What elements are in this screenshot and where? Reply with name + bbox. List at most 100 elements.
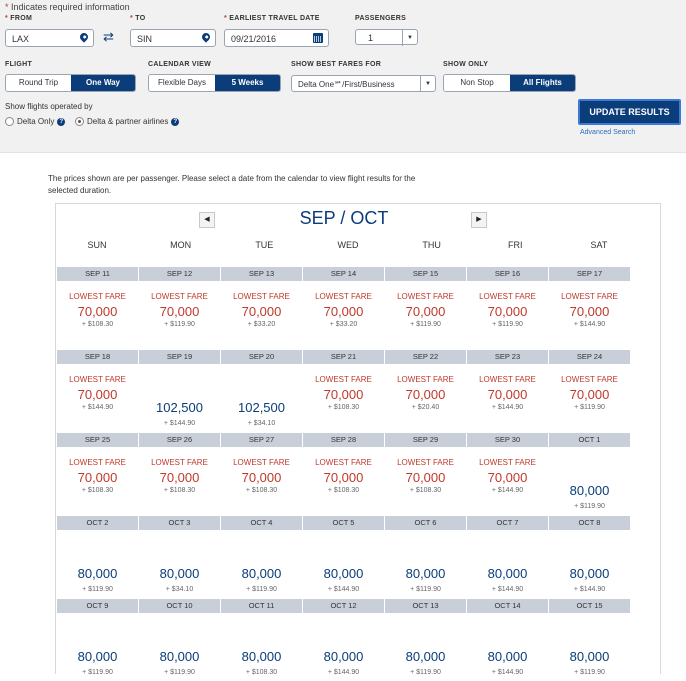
fare-taxes: + $144.90 bbox=[491, 487, 524, 494]
date-label: * EARLIEST TRAVEL DATE bbox=[224, 15, 320, 22]
fare-points: 70,000 bbox=[323, 387, 364, 402]
calendar-day-cell[interactable]: SEP 26 LOWEST FARE 70,000 + $108.30 bbox=[139, 433, 220, 515]
day-fare: LOWEST FARE 70,000 + $108.30 bbox=[57, 281, 138, 349]
fare-taxes: + $20.40 bbox=[411, 404, 440, 411]
calendar-day-cell[interactable]: SEP 15 LOWEST FARE 70,000 + $119.90 bbox=[385, 267, 466, 349]
next-month-button[interactable]: ▶ bbox=[471, 212, 487, 228]
one-way-option[interactable]: One Way bbox=[71, 75, 135, 91]
dow-wed: WED bbox=[337, 240, 359, 250]
day-date: SEP 22 bbox=[385, 350, 466, 364]
best-fares-label: SHOW BEST FARES FOR bbox=[291, 61, 382, 68]
advanced-search-link[interactable]: Advanced Search bbox=[580, 129, 636, 136]
search-panel: * Indicates required information * FROM … bbox=[0, 0, 686, 153]
calendar-day-cell[interactable]: SEP 18 LOWEST FARE 70,000 + $144.90 bbox=[57, 350, 138, 432]
date-input[interactable]: 09/21/2016 bbox=[224, 29, 329, 47]
calendar-day-cell[interactable]: SEP 16 LOWEST FARE 70,000 + $119.90 bbox=[467, 267, 548, 349]
update-results-button[interactable]: UPDATE RESULTS bbox=[578, 99, 681, 125]
fare-taxes: + $144.90 bbox=[327, 586, 360, 593]
calendar-day-cell[interactable]: SEP 19 102,500 + $144.90 bbox=[139, 350, 220, 432]
fare-points: 70,000 bbox=[159, 470, 200, 485]
calendar-day-cell[interactable]: SEP 13 LOWEST FARE 70,000 + $33.20 bbox=[221, 267, 302, 349]
calendar-day-cell[interactable]: SEP 12 LOWEST FARE 70,000 + $119.90 bbox=[139, 267, 220, 349]
round-trip-option[interactable]: Round Trip bbox=[6, 75, 71, 91]
fare-points: 80,000 bbox=[569, 566, 610, 581]
day-fare: LOWEST FARE 70,000 + $33.20 bbox=[303, 281, 384, 349]
delta-only-radio[interactable]: Delta Only? bbox=[5, 117, 66, 127]
fare-points: 80,000 bbox=[487, 649, 528, 664]
calendar-day-cell[interactable]: OCT 5 80,000 + $144.90 bbox=[303, 516, 384, 598]
day-date: OCT 4 bbox=[221, 516, 302, 530]
calendar-day-cell[interactable]: OCT 1 80,000 + $119.90 bbox=[549, 433, 630, 515]
fare-taxes: + $119.90 bbox=[410, 669, 441, 676]
help-icon[interactable]: ? bbox=[57, 117, 66, 126]
fare-points: 70,000 bbox=[77, 387, 118, 402]
calendar-day-cell[interactable]: SEP 17 LOWEST FARE 70,000 + $144.90 bbox=[549, 267, 630, 349]
from-input[interactable]: LAX bbox=[5, 29, 94, 47]
day-date: SEP 28 bbox=[303, 433, 384, 447]
day-date: SEP 12 bbox=[139, 267, 220, 281]
chevron-down-icon: ▼ bbox=[420, 76, 435, 92]
calendar-day-cell[interactable]: SEP 24 LOWEST FARE 70,000 + $119.90 bbox=[549, 350, 630, 432]
calendar-day-cell[interactable]: SEP 22 LOWEST FARE 70,000 + $20.40 bbox=[385, 350, 466, 432]
all-flights-option[interactable]: All Flights bbox=[510, 75, 575, 91]
fare-points: 80,000 bbox=[159, 566, 200, 581]
day-fare: LOWEST FARE 70,000 + $144.90 bbox=[549, 281, 630, 349]
best-fares-select[interactable]: Delta One℠/First/Business ▼ bbox=[291, 75, 436, 92]
fare-points: 102,500 bbox=[156, 400, 203, 415]
calendar-icon[interactable] bbox=[313, 33, 323, 43]
day-date: SEP 25 bbox=[57, 433, 138, 447]
prev-month-button[interactable]: ◀ bbox=[199, 212, 215, 228]
day-fare: 80,000 + $144.90 bbox=[467, 613, 548, 681]
calendar-day-cell[interactable]: OCT 6 80,000 + $119.90 bbox=[385, 516, 466, 598]
calendar-day-cell[interactable]: OCT 3 80,000 + $34.10 bbox=[139, 516, 220, 598]
flexible-days-option[interactable]: Flexible Days bbox=[149, 75, 215, 91]
calendar-day-cell[interactable]: SEP 28 LOWEST FARE 70,000 + $108.30 bbox=[303, 433, 384, 515]
calendar-day-cell[interactable]: SEP 29 LOWEST FARE 70,000 + $108.30 bbox=[385, 433, 466, 515]
swap-icon[interactable]: ⇄ bbox=[103, 29, 114, 44]
day-date: SEP 27 bbox=[221, 433, 302, 447]
day-date: OCT 12 bbox=[303, 599, 384, 613]
calendar-day-cell[interactable]: SEP 25 LOWEST FARE 70,000 + $108.30 bbox=[57, 433, 138, 515]
five-weeks-option[interactable]: 5 Weeks bbox=[215, 75, 280, 91]
calendar-day-cell[interactable]: OCT 7 80,000 + $144.90 bbox=[467, 516, 548, 598]
day-date: OCT 7 bbox=[467, 516, 548, 530]
to-input[interactable]: SIN bbox=[130, 29, 216, 47]
passengers-select[interactable]: 1 ▼ bbox=[355, 29, 418, 46]
day-fare: LOWEST FARE 70,000 + $144.90 bbox=[467, 447, 548, 515]
calendar-day-cell[interactable]: SEP 14 LOWEST FARE 70,000 + $33.20 bbox=[303, 267, 384, 349]
fare-points: 70,000 bbox=[405, 304, 446, 319]
fare-points: 70,000 bbox=[405, 470, 446, 485]
dow-fri: FRI bbox=[508, 240, 523, 250]
fare-taxes: + $144.90 bbox=[163, 420, 196, 427]
calendar-view-label: CALENDAR VIEW bbox=[148, 61, 212, 68]
fare-points: 70,000 bbox=[77, 304, 118, 319]
day-fare: LOWEST FARE 70,000 + $144.90 bbox=[57, 364, 138, 432]
lowest-fare-label: LOWEST FARE bbox=[69, 292, 126, 301]
delta-partner-radio[interactable]: Delta & partner airlines? bbox=[75, 117, 180, 127]
day-fare: LOWEST FARE 70,000 + $108.30 bbox=[303, 364, 384, 432]
calendar-day-cell[interactable]: SEP 20 102,500 + $34.10 bbox=[221, 350, 302, 432]
calendar-day-cell[interactable]: OCT 4 80,000 + $119.90 bbox=[221, 516, 302, 598]
help-icon[interactable]: ? bbox=[171, 117, 180, 126]
fare-taxes: + $144.90 bbox=[491, 669, 524, 676]
calendar-day-cell[interactable]: SEP 11 LOWEST FARE 70,000 + $108.30 bbox=[57, 267, 138, 349]
fare-taxes: + $119.90 bbox=[164, 669, 195, 676]
fare-points: 80,000 bbox=[77, 649, 118, 664]
day-date: SEP 15 bbox=[385, 267, 466, 281]
day-fare: 80,000 + $119.90 bbox=[385, 613, 466, 681]
calendar-day-cell[interactable]: SEP 27 LOWEST FARE 70,000 + $108.30 bbox=[221, 433, 302, 515]
calendar-day-cell[interactable]: SEP 23 LOWEST FARE 70,000 + $144.90 bbox=[467, 350, 548, 432]
chevron-down-icon: ▼ bbox=[402, 30, 417, 46]
calendar-day-cell[interactable]: SEP 21 LOWEST FARE 70,000 + $108.30 bbox=[303, 350, 384, 432]
calendar-day-cell[interactable]: OCT 8 80,000 + $144.90 bbox=[549, 516, 630, 598]
calendar-day-cell[interactable]: OCT 2 80,000 + $119.90 bbox=[57, 516, 138, 598]
fare-points: 70,000 bbox=[77, 470, 118, 485]
fare-taxes: + $119.90 bbox=[574, 669, 605, 676]
day-fare: LOWEST FARE 70,000 + $108.30 bbox=[385, 447, 466, 515]
lowest-fare-label: LOWEST FARE bbox=[233, 292, 290, 301]
day-date: OCT 3 bbox=[139, 516, 220, 530]
fare-taxes: + $33.20 bbox=[247, 321, 276, 328]
day-fare: 80,000 + $108.30 bbox=[221, 613, 302, 681]
non-stop-option[interactable]: Non Stop bbox=[444, 75, 510, 91]
calendar-day-cell[interactable]: SEP 30 LOWEST FARE 70,000 + $144.90 bbox=[467, 433, 548, 515]
